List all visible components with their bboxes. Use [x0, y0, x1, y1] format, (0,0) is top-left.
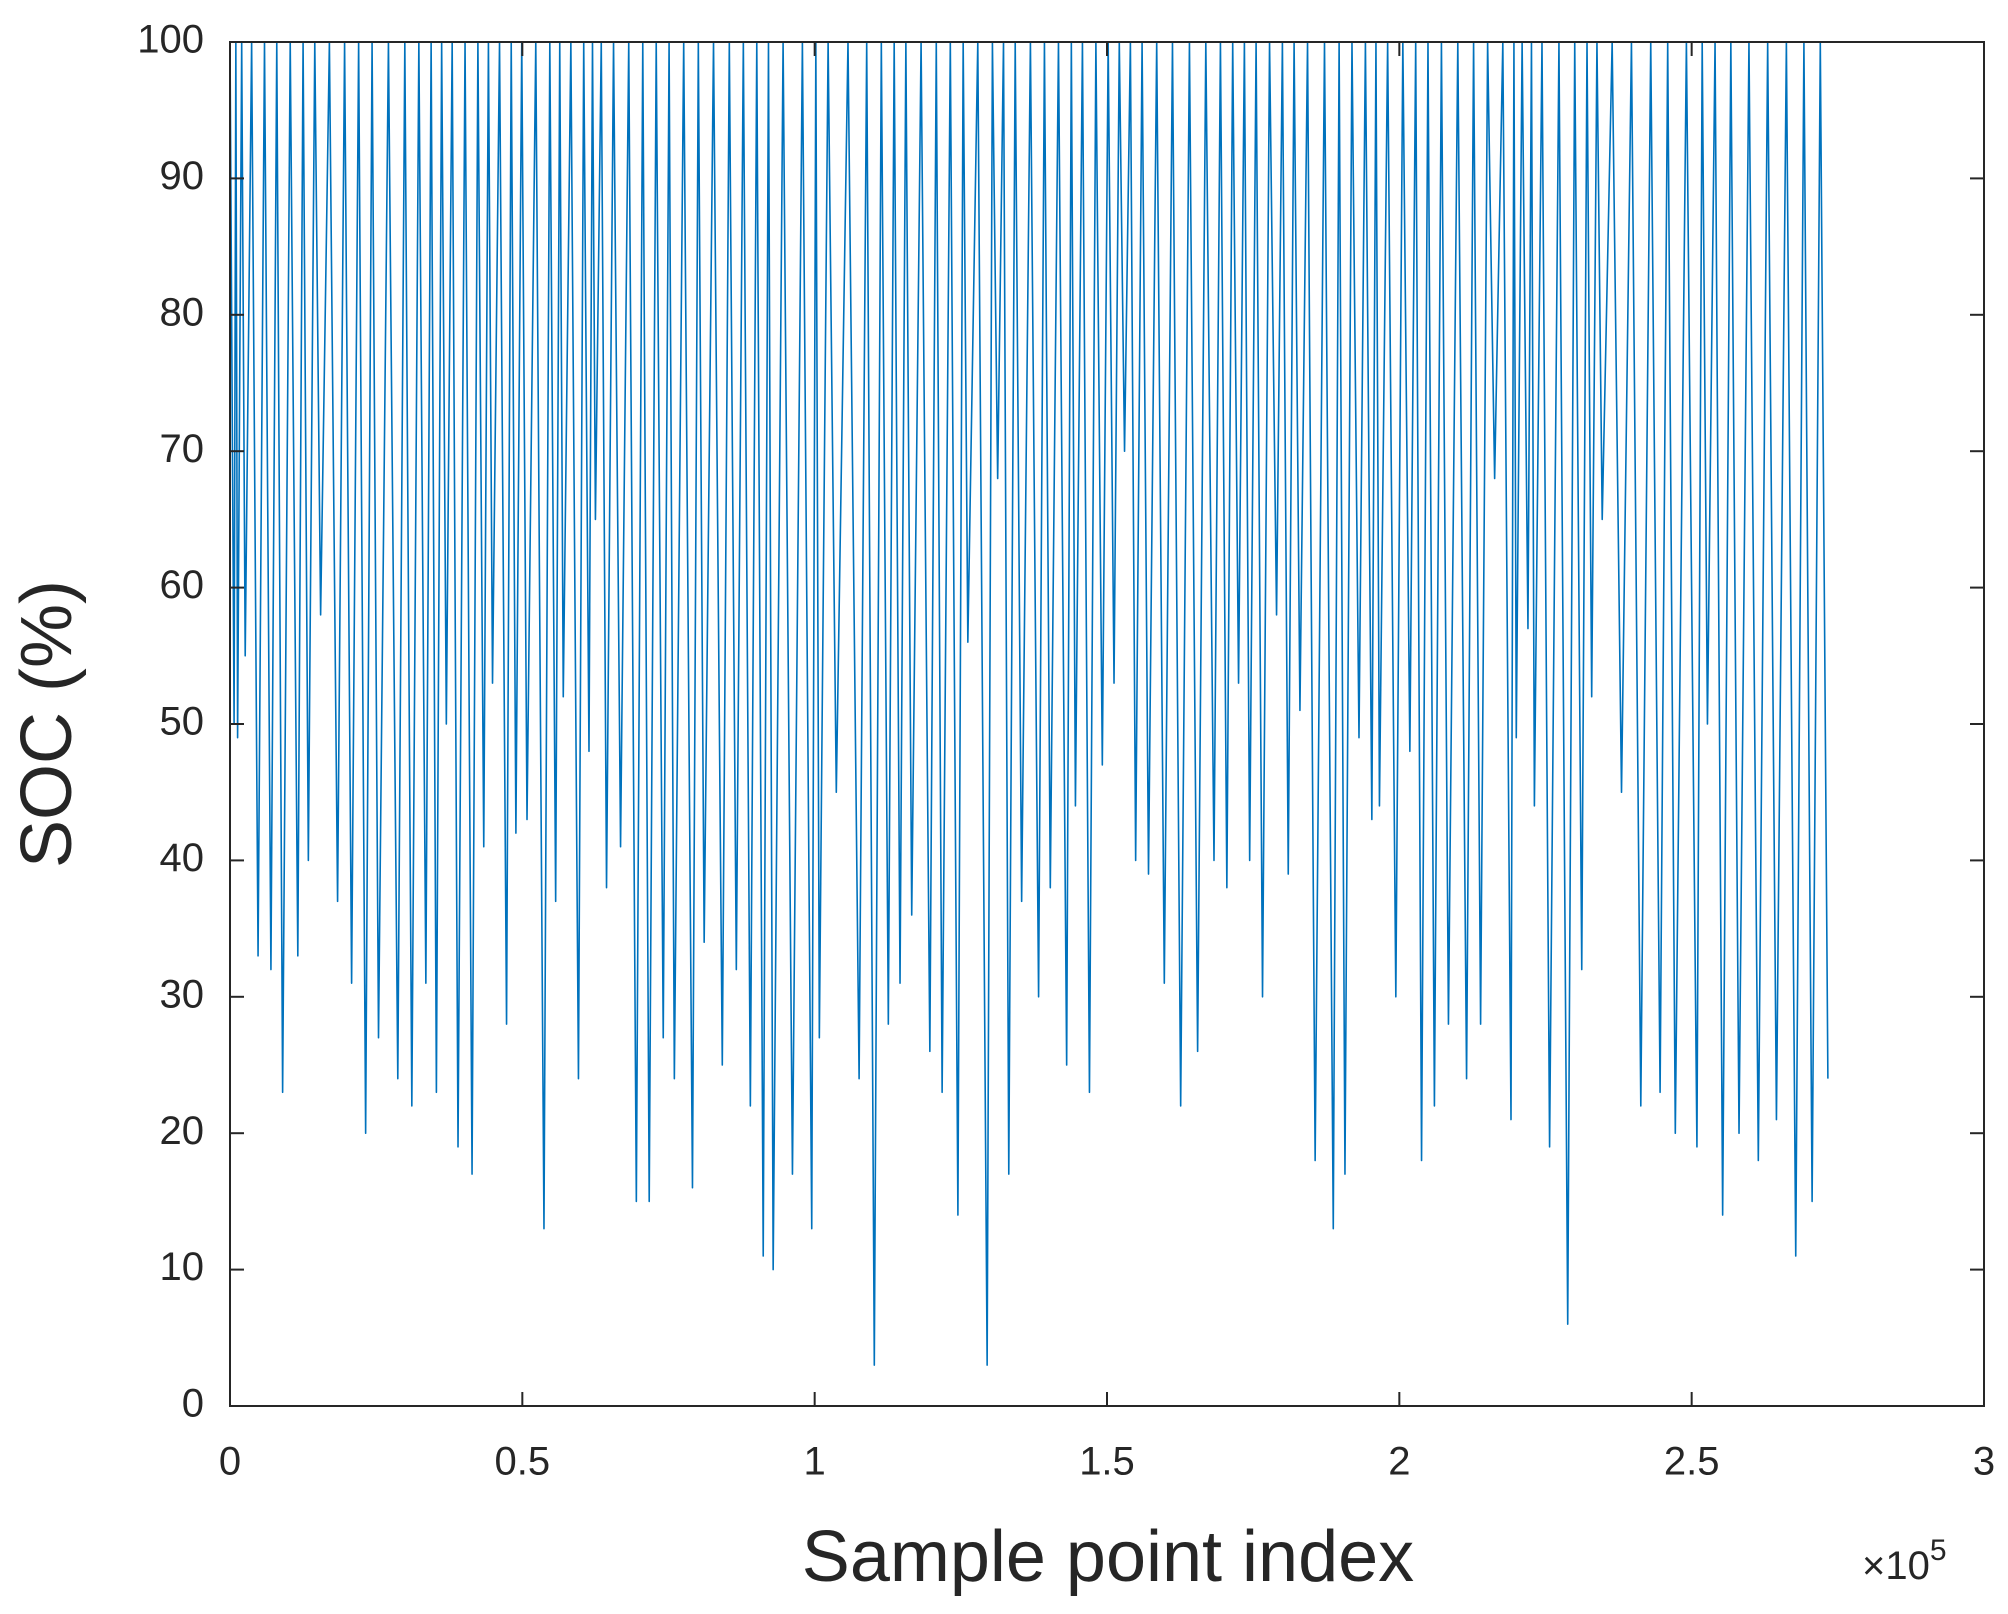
data-line [229, 41, 1829, 1366]
y-tick-label: 60 [160, 563, 205, 607]
x-tick-label: 0.5 [495, 1440, 551, 1484]
y-tick-label: 10 [160, 1245, 205, 1289]
y-tick-label: 0 [182, 1382, 204, 1426]
x-tick-label: 1 [804, 1440, 826, 1484]
x-tick-label: 0 [219, 1440, 241, 1484]
y-tick-label: 30 [160, 972, 205, 1016]
y-tick-label: 40 [160, 836, 205, 880]
y-tick-label: 70 [160, 427, 205, 471]
y-tick-label: 90 [160, 154, 205, 198]
x-tick-label: 2.5 [1664, 1440, 1720, 1484]
x-multiplier-base: ×10 [1862, 1544, 1930, 1588]
x-multiplier-exponent: 5 [1930, 1534, 1947, 1567]
y-tick-label: 80 [160, 290, 205, 334]
y-tick-label: 100 [137, 18, 204, 62]
x-tick-label: 3 [1973, 1440, 1995, 1484]
x-axis-label: Sample point index [802, 1517, 1414, 1597]
x-multiplier: ×105 [1862, 1534, 1947, 1588]
x-tick-label: 1.5 [1079, 1440, 1135, 1484]
y-tick-label: 20 [160, 1109, 205, 1153]
x-tick-label: 2 [1388, 1440, 1410, 1484]
y-tick-label: 50 [160, 700, 205, 744]
y-axis-label: SOC (%) [7, 580, 87, 868]
